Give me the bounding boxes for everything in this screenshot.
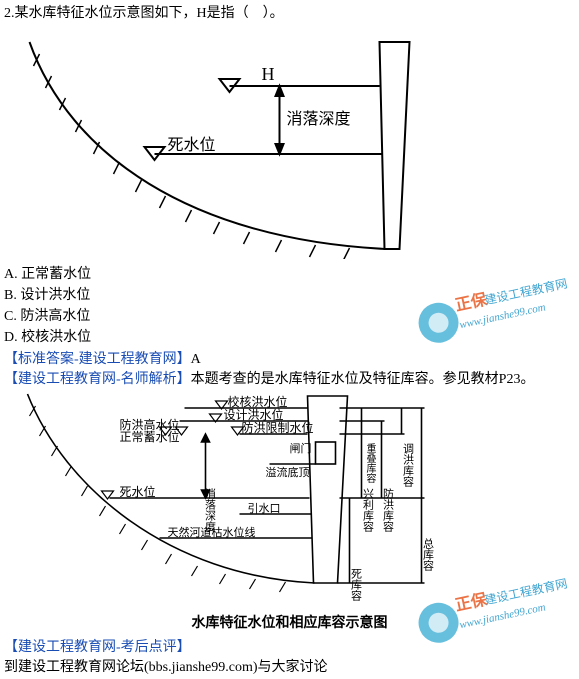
label-storage-dead: 死库容 xyxy=(350,568,363,602)
diagram-2: 校核洪水位 设计洪水位 防洪高水位 正常蓄水位 防洪限制水位 死水位 消落深度 … xyxy=(0,388,579,603)
label-dead-level: 死水位 xyxy=(168,136,216,154)
answer-label: 【标准答案-建设工程教育网】 xyxy=(4,352,191,367)
review-label: 【建设工程教育网-考后点评】 xyxy=(4,636,575,656)
label-normal-pool: 正常蓄水位 xyxy=(120,429,180,444)
option-d: D. 校核洪水位 xyxy=(4,327,575,348)
label-flood-limit: 防洪限制水位 xyxy=(242,420,314,435)
label-intake: 引水口 xyxy=(248,501,281,515)
answer-value: A xyxy=(191,352,201,367)
label-dead-level-2: 死水位 xyxy=(120,484,156,499)
options-block: A. 正常蓄水位 B. 设计洪水位 C. 防洪高水位 D. 校核洪水位 xyxy=(0,264,579,348)
label-drawdown-2: 消落深度 xyxy=(204,487,217,533)
label-storage-flood-adj: 调洪库容 xyxy=(402,443,415,488)
analysis-line: 【建设工程教育网-名师解析】本题考查的是水库特征水位及特征库容。参见教材P23。 xyxy=(0,368,579,388)
option-b: B. 设计洪水位 xyxy=(4,285,575,306)
label-spillway: 溢流底顶 xyxy=(266,465,310,479)
label-natural: 天然河道枯水位线 xyxy=(168,525,256,539)
option-c: C. 防洪高水位 xyxy=(4,306,575,327)
label-gate: 闸门 xyxy=(290,441,312,455)
diagram-2-caption: 水库特征水位和相应库容示意图 xyxy=(0,608,579,636)
footer-block: 【建设工程教育网-考后点评】 到建设工程教育网论坛(bbs.jianshe99.… xyxy=(0,636,579,676)
diagram-1: H 消落深度 死水位 xyxy=(0,24,579,259)
question-line: 2.某水库特征水位示意图如下，H是指（ ）。 xyxy=(0,0,579,24)
label-H: H xyxy=(262,64,275,84)
analysis-text: 本题考查的是水库特征水位及特征库容。参见教材P23。 xyxy=(191,372,535,387)
question-text: 某水库特征水位示意图如下，H是指（ ）。 xyxy=(15,6,284,21)
analysis-label: 【建设工程教育网-名师解析】 xyxy=(4,372,191,387)
question-number: 2. xyxy=(4,6,15,21)
label-storage-overlap: 重叠库容 xyxy=(364,442,376,484)
label-design-flood: 设计洪水位 xyxy=(224,407,284,422)
review-text: 到建设工程教育网论坛(bbs.jianshe99.com)与大家讨论 xyxy=(4,656,575,676)
label-storage-useful: 兴利库容 xyxy=(362,488,375,533)
option-a: A. 正常蓄水位 xyxy=(4,264,575,285)
answer-line: 【标准答案-建设工程教育网】A xyxy=(0,348,579,368)
label-storage-total: 总库容 xyxy=(422,537,435,572)
label-storage-flood-prev: 防洪库容 xyxy=(382,487,395,533)
label-check-flood: 校核洪水位 xyxy=(228,394,288,409)
label-drawdown: 消落深度 xyxy=(287,110,351,128)
